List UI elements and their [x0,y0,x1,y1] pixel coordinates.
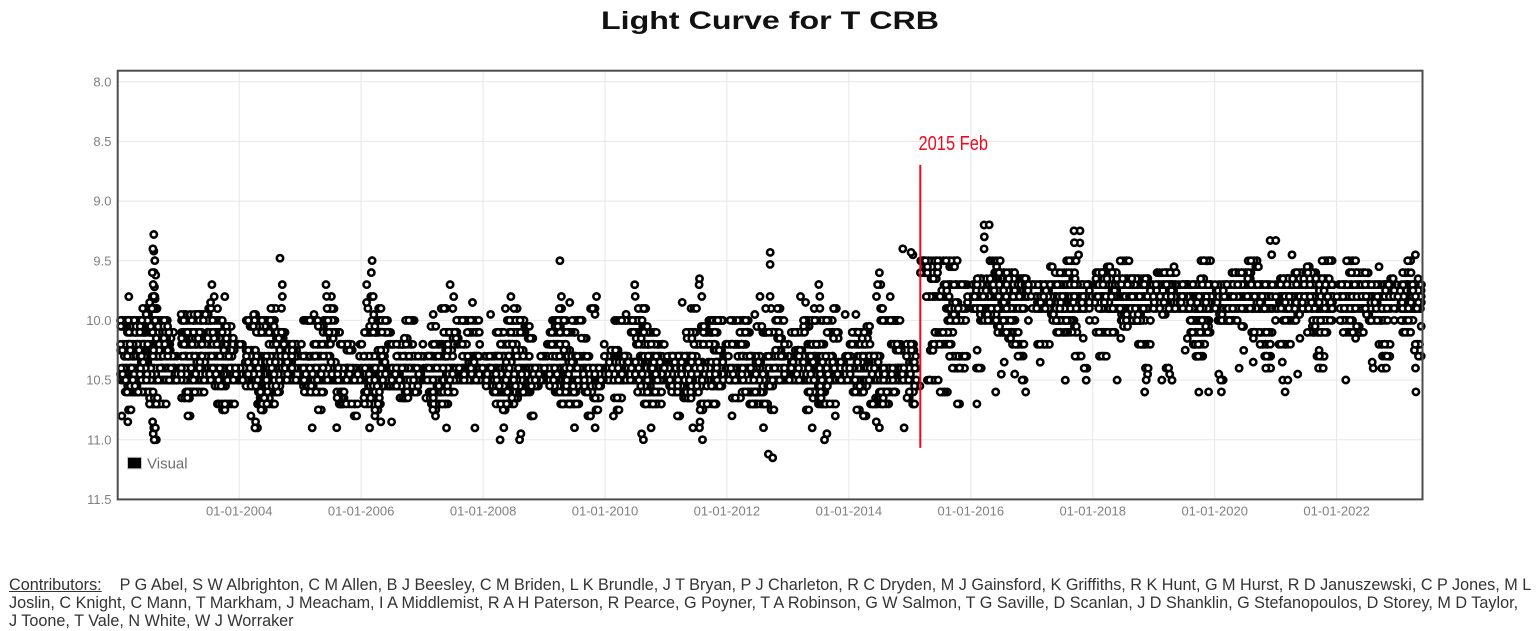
svg-text:Light Curve for T CRB: Light Curve for T CRB [601,7,939,35]
